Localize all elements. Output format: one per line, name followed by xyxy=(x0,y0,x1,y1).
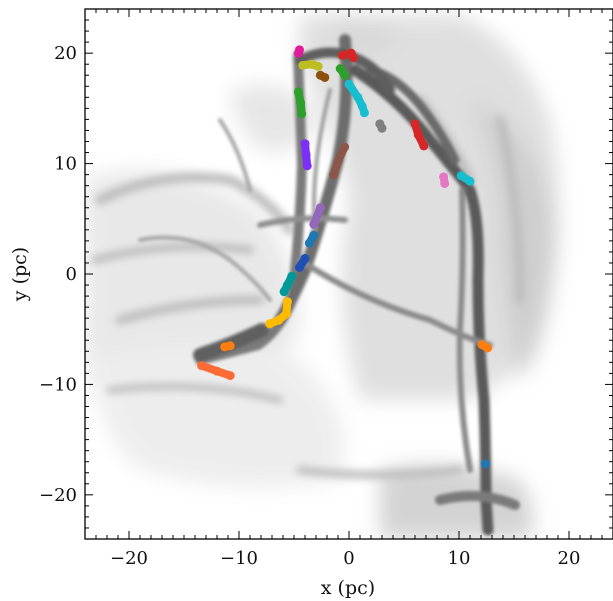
clump-point xyxy=(480,459,490,469)
clump-point xyxy=(359,108,369,118)
clump-point xyxy=(309,230,319,240)
clump-point xyxy=(298,60,308,70)
clump-point xyxy=(340,142,350,152)
clump-20 xyxy=(197,361,235,381)
clump-point xyxy=(295,262,304,272)
clump-point xyxy=(348,53,358,63)
clump-point xyxy=(295,45,304,55)
x-tick-label: 0 xyxy=(343,548,354,569)
clump-point xyxy=(279,287,289,297)
clump-point xyxy=(353,92,363,102)
clump-7 xyxy=(344,79,369,118)
clump-3 xyxy=(337,48,358,63)
clump-point xyxy=(333,156,343,166)
clump-point xyxy=(281,309,291,319)
clump-point xyxy=(212,366,222,376)
clump-point xyxy=(220,342,230,352)
y-tick-label: 20 xyxy=(54,43,77,64)
clump-10 xyxy=(300,139,312,171)
clump-point xyxy=(465,176,475,186)
clump-point xyxy=(197,361,207,371)
x-tick-label: −20 xyxy=(110,548,148,569)
clump-point xyxy=(287,271,297,281)
clump-17 xyxy=(279,271,297,297)
clump-22 xyxy=(480,459,490,469)
clump-point xyxy=(313,61,323,71)
x-tick-label: 10 xyxy=(448,548,471,569)
clump-13 xyxy=(456,171,475,186)
clump-point xyxy=(340,70,350,80)
clump-point xyxy=(419,141,429,151)
clump-point xyxy=(274,315,284,325)
clump-point xyxy=(225,371,235,381)
clump-point xyxy=(335,64,345,74)
clump-point xyxy=(456,171,466,181)
clump-point xyxy=(301,150,311,160)
clump-point xyxy=(439,172,449,182)
clump-11 xyxy=(329,142,350,180)
clump-point xyxy=(300,254,310,264)
clump-point xyxy=(483,343,493,353)
clump-point xyxy=(440,178,450,188)
clump-point xyxy=(297,109,307,119)
x-tick-label: 20 xyxy=(558,548,581,569)
clump-point xyxy=(293,87,303,97)
clump-21 xyxy=(477,340,493,353)
clump-14 xyxy=(309,203,325,229)
y-tick-label: −20 xyxy=(39,485,77,506)
clump-2 xyxy=(298,59,323,71)
clump-point xyxy=(304,238,314,248)
x-tick-label: −10 xyxy=(220,548,258,569)
y-tick-label: −10 xyxy=(39,374,77,395)
clump-point xyxy=(410,119,420,129)
y-axis-label: y (pc) xyxy=(9,247,31,302)
axis-ticks xyxy=(84,8,613,540)
clump-point xyxy=(344,79,354,89)
clump-trace xyxy=(265,297,292,328)
clump-point xyxy=(282,297,292,307)
x-tick-labels: −20 −10 0 10 20 xyxy=(110,548,580,569)
clump-markers xyxy=(197,45,493,469)
x-axis-label: x (pc) xyxy=(321,577,375,599)
clump-16 xyxy=(295,254,310,272)
clump-point xyxy=(315,203,325,213)
clump-8 xyxy=(375,119,387,133)
y-tick-label: 0 xyxy=(66,264,77,285)
clump-point xyxy=(302,161,312,171)
clump-point xyxy=(337,50,347,60)
clump-point xyxy=(265,319,275,329)
clump-1 xyxy=(293,45,304,58)
clump-point xyxy=(296,98,306,108)
y-tick-labels: −20 −10 0 10 20 xyxy=(39,43,77,506)
clump-point xyxy=(309,219,319,229)
clump-18 xyxy=(265,297,292,329)
clump-point xyxy=(413,130,423,140)
clump-point xyxy=(320,72,330,82)
gas-density-background xyxy=(85,9,613,539)
clump-point xyxy=(300,139,310,149)
clump-15 xyxy=(304,230,319,248)
clump-9 xyxy=(410,119,429,151)
clump-19 xyxy=(220,341,235,352)
clump-point xyxy=(377,123,387,133)
y-tick-label: 10 xyxy=(54,154,77,175)
clump-5 xyxy=(335,64,350,80)
clump-4 xyxy=(315,70,330,82)
clump-6 xyxy=(293,87,307,119)
clump-point xyxy=(329,170,339,180)
clump-12 xyxy=(439,172,450,188)
